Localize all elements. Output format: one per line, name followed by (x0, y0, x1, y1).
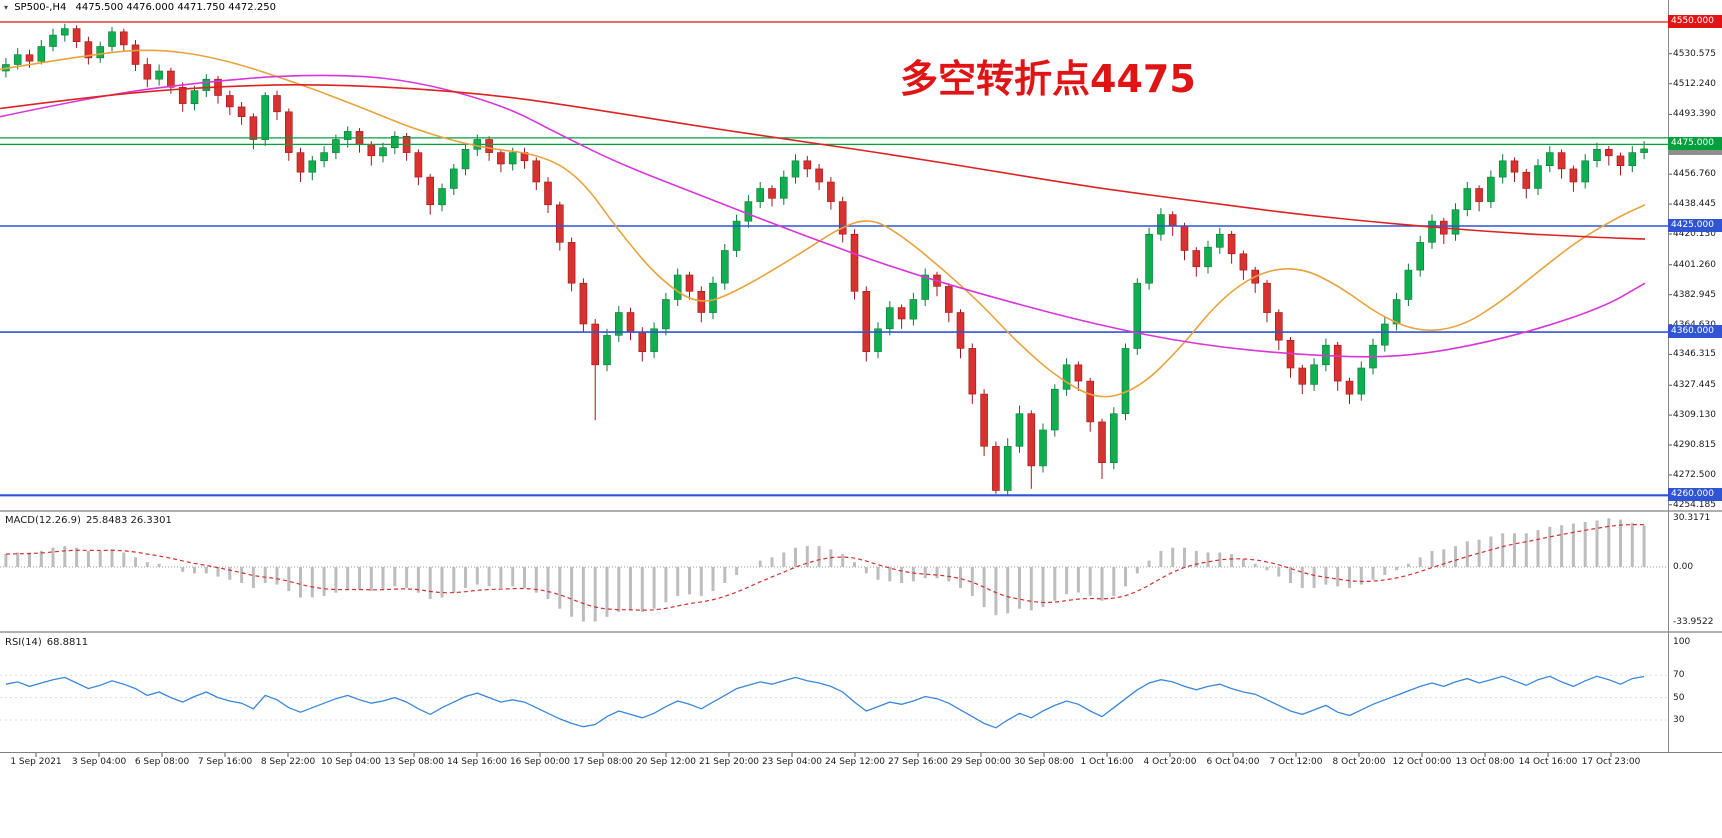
rsi-axis-tick: 30 (1673, 715, 1685, 725)
time-axis-label: 30 Sep 08:00 (1013, 757, 1075, 767)
time-axis-label: 17 Oct 23:00 (1581, 757, 1641, 767)
rsi-axis-tick: 70 (1673, 670, 1685, 681)
rsi-indicator-label: RSI(14) 68.8811 (5, 637, 88, 648)
rsi-line (5, 675, 1645, 729)
price-line-badge: 4360.000 (1668, 325, 1722, 339)
time-axis-label: 14 Sep 16:00 (446, 757, 508, 767)
time-axis-label: 12 Oct 00:00 (1392, 757, 1452, 767)
time-axis-label: 21 Sep 20:00 (698, 757, 760, 767)
axis-tick-marks (35, 53, 1672, 757)
price-axis-tick: 4382.945 (1673, 289, 1716, 300)
price-axis-tick: 4420.130 (1673, 228, 1716, 239)
price-axis-tick: 4290.815 (1673, 440, 1716, 451)
time-axis-separator (0, 752, 1722, 753)
time-axis-label: 16 Sep 00:00 (509, 757, 571, 767)
price-line-badge: 4260.000 (1668, 488, 1722, 502)
rsi-axis-tick: 100 (1673, 636, 1691, 647)
time-axis-label: 7 Sep 16:00 (197, 757, 253, 767)
symbol-timeframe-label: SP500-,H4 (14, 2, 67, 13)
panel-separator-main-macd[interactable] (0, 510, 1722, 512)
time-axis-label: 1 Oct 16:00 (1080, 757, 1134, 767)
time-axis-label: 20 Sep 12:00 (635, 757, 697, 767)
price-axis-tick: 4493.390 (1673, 109, 1716, 120)
time-axis-label: 6 Sep 08:00 (134, 757, 190, 767)
quote-bar: ▾ SP500-,H4 4475.500 4476.000 4471.750 4… (4, 2, 276, 13)
time-axis-label: 10 Sep 04:00 (320, 757, 382, 767)
rsi-level-lines (0, 674, 1668, 721)
time-axis-label: 14 Oct 16:00 (1518, 757, 1578, 767)
time-axis-label: 1 Sep 2021 (10, 757, 62, 767)
time-axis-label: 13 Sep 08:00 (383, 757, 445, 767)
price-axis-tick: 4327.445 (1673, 380, 1716, 391)
price-line-badge: 4550.000 (1668, 15, 1722, 29)
price-axis-tick: 4401.260 (1673, 259, 1716, 270)
ma-slow-line[interactable] (0, 84, 1646, 240)
time-axis-label: 4 Oct 20:00 (1143, 757, 1197, 767)
price-line-badge: 4475.000 (1668, 137, 1722, 151)
ma-mid-line[interactable] (0, 74, 1646, 358)
time-axis-label: 7 Oct 12:00 (1269, 757, 1323, 767)
price-axis-tick: 4254.185 (1673, 499, 1716, 510)
quote-ohlc-values: 4475.500 4476.000 4471.750 4472.250 (75, 2, 276, 13)
macd-signal-line (5, 523, 1645, 611)
macd-indicator-label: MACD(12.26.9) 25.8483 26.3301 (5, 515, 172, 526)
price-axis-separator (1668, 0, 1669, 752)
price-axis-tick: 4364.630 (1673, 320, 1716, 330)
macd-axis-tick: 30.3171 (1673, 513, 1711, 524)
price-axis-tick: 4438.445 (1673, 199, 1716, 210)
price-axis-tick: 4272.500 (1673, 469, 1716, 480)
candle-series (2, 23, 1648, 496)
macd-values: 25.8483 26.3301 (85, 515, 172, 526)
rsi-axis-tick: 50 (1673, 692, 1685, 703)
time-axis-label: 29 Sep 00:00 (950, 757, 1012, 767)
time-axis-label: 8 Oct 20:00 (1332, 757, 1386, 767)
macd-axis-tick: -33.9522 (1673, 616, 1714, 627)
price-line-badge: 4425.000 (1668, 219, 1722, 233)
rsi-values: 68.8811 (46, 637, 89, 648)
price-axis-tick: 4346.315 (1673, 349, 1716, 360)
price-axis-tick: 4530.575 (1673, 48, 1716, 59)
time-axis-label: 27 Sep 16:00 (887, 757, 949, 767)
macd-name: MACD(12.26.9) (5, 515, 81, 526)
time-axis-label: 24 Sep 12:00 (824, 757, 886, 767)
time-axis-label: 13 Oct 08:00 (1455, 757, 1515, 767)
price-axis-tick: 4309.130 (1673, 410, 1716, 421)
rsi-name: RSI(14) (5, 637, 42, 648)
time-axis-label: 3 Sep 04:00 (71, 757, 127, 767)
panel-separator-macd-rsi[interactable] (0, 631, 1722, 633)
time-axis-label: 6 Oct 04:00 (1206, 757, 1260, 767)
time-axis-label: 17 Sep 08:00 (572, 757, 634, 767)
ma-fast-line[interactable] (0, 49, 1646, 398)
price-axis-tick: 4512.240 (1673, 78, 1716, 89)
price-axis-tick: 4456.760 (1673, 169, 1716, 180)
time-axis-label: 23 Sep 04:00 (761, 757, 823, 767)
chart-annotation-text[interactable]: 多空转折点4475 (900, 57, 1196, 101)
symbol-dropdown-icon: ▾ (4, 3, 9, 12)
macd-axis-tick: 0.00 (1673, 561, 1694, 572)
time-axis-label: 8 Sep 22:00 (260, 757, 316, 767)
macd-histogram (4, 518, 1646, 622)
